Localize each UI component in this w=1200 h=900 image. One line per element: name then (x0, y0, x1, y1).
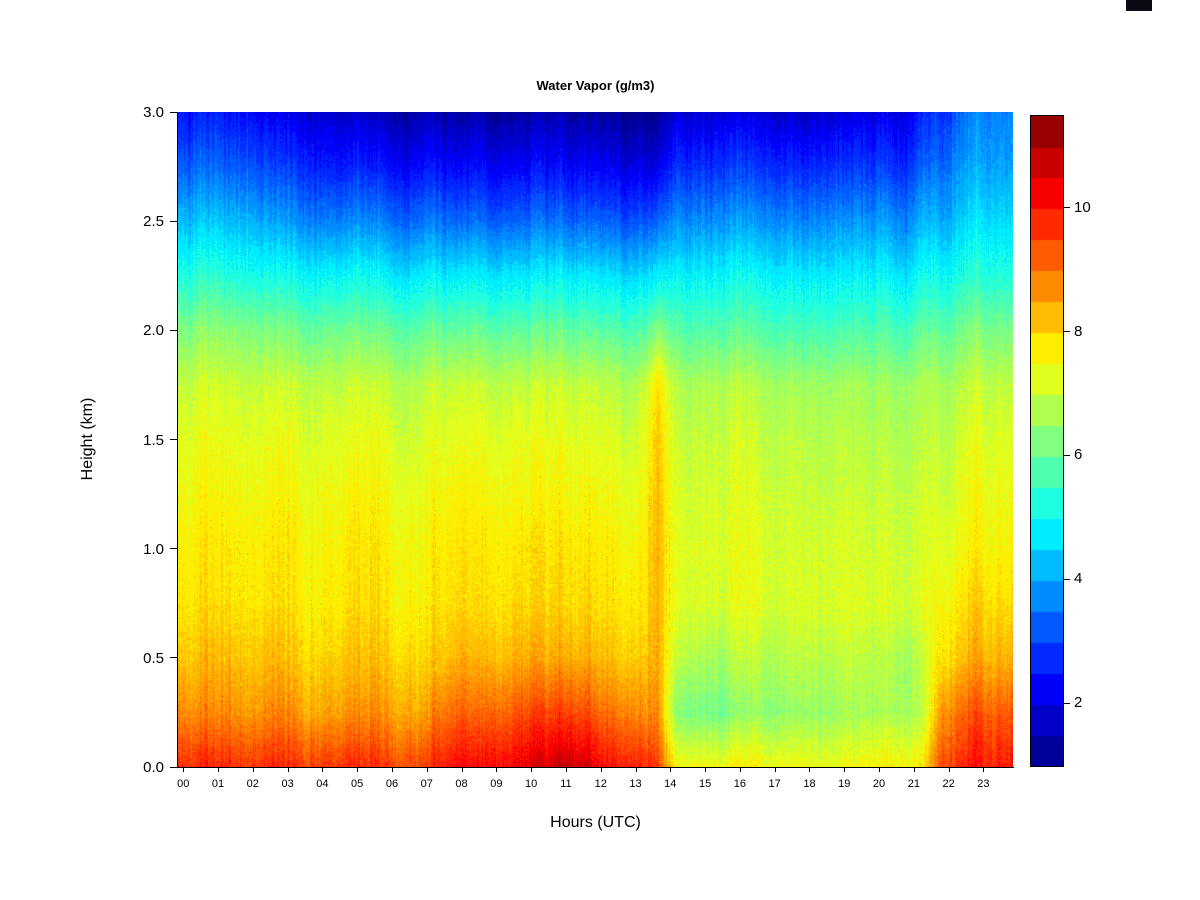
x-tick-label: 22 (942, 778, 955, 790)
colorbar-tick-mark (1064, 702, 1070, 704)
colorbar-tick-mark (1064, 207, 1070, 209)
x-tick-label: 19 (838, 778, 851, 790)
y-tick-label: 1.0 (143, 540, 164, 558)
chart-title: Water Vapor (g/m3) (536, 78, 655, 93)
x-tick-mark (391, 768, 393, 772)
x-tick-mark (739, 768, 741, 772)
x-tick-mark (496, 768, 498, 772)
y-tick-mark (170, 766, 177, 768)
x-tick-label: 20 (872, 778, 886, 790)
y-tick-mark (170, 111, 177, 113)
y-tick-label: 0.0 (143, 759, 164, 776)
x-tick-label: 11 (560, 778, 572, 790)
y-tick-label: 0.5 (143, 649, 164, 667)
colorbar-canvas (1030, 115, 1064, 767)
y-axis-label: Height (km) (79, 397, 96, 481)
x-tick-mark (287, 768, 289, 772)
x-tick-mark (565, 768, 567, 772)
y-tick-label: 3.0 (143, 104, 164, 121)
x-tick-label: 00 (177, 778, 190, 790)
x-tick-label: 07 (420, 778, 433, 790)
x-tick-label: 10 (525, 778, 538, 790)
x-tick-label: 02 (246, 778, 259, 790)
x-tick-label: 12 (594, 778, 607, 790)
x-tick-label: 09 (490, 778, 503, 790)
heatmap-canvas (178, 112, 1013, 767)
x-tick-label: 05 (351, 778, 364, 790)
x-tick-mark (913, 768, 915, 772)
x-tick-label: 21 (907, 778, 920, 790)
x-tick-label: 06 (385, 778, 399, 790)
x-tick-mark (844, 768, 846, 772)
y-tick-mark (170, 329, 177, 331)
x-tick-label: 15 (698, 778, 712, 790)
x-tick-label: 01 (211, 778, 225, 790)
x-tick-mark (252, 768, 254, 772)
colorbar-tick-mark (1064, 454, 1070, 456)
y-tick-label: 2.0 (143, 322, 164, 340)
x-tick-label: 04 (316, 778, 329, 790)
colorbar-tick-label: 2 (1074, 694, 1083, 712)
colorbar-tick-label: 6 (1074, 446, 1083, 464)
x-tick-label: 23 (977, 778, 990, 790)
y-tick-label: 2.5 (143, 213, 164, 231)
y-tick-mark (170, 548, 177, 550)
x-tick-mark (879, 768, 881, 772)
x-tick-mark (322, 768, 324, 772)
x-tick-mark (357, 768, 359, 772)
x-tick-label: 14 (664, 778, 677, 790)
x-tick-mark (600, 768, 602, 772)
y-tick-mark (170, 220, 177, 222)
x-tick-label: 16 (733, 778, 746, 790)
x-tick-mark (774, 768, 776, 772)
x-tick-label: 18 (803, 778, 816, 790)
x-tick-mark (948, 768, 950, 772)
colorbar-tick-mark (1064, 331, 1070, 333)
x-tick-mark (426, 768, 428, 772)
x-tick-label: 13 (629, 778, 642, 790)
x-tick-mark (809, 768, 811, 772)
colorbar-tick-mark (1064, 578, 1070, 580)
x-tick-label: 17 (768, 778, 781, 790)
x-axis-label: Hours (UTC) (550, 814, 641, 831)
y-tick-mark (170, 439, 177, 440)
x-tick-mark (531, 768, 533, 772)
colorbar-tick-label: 8 (1074, 322, 1083, 340)
x-axis-line (178, 767, 1014, 768)
x-tick-mark (705, 768, 707, 772)
x-tick-label: 08 (455, 778, 468, 790)
y-tick-mark (170, 657, 177, 659)
x-tick-mark (183, 768, 185, 772)
x-tick-mark (983, 768, 985, 772)
colorbar-tick-label: 4 (1074, 570, 1083, 588)
x-tick-mark (461, 768, 463, 772)
x-tick-label: 03 (281, 778, 294, 790)
x-tick-mark (670, 768, 672, 772)
y-axis-line (177, 112, 178, 768)
x-tick-mark (635, 768, 637, 772)
x-tick-mark (218, 768, 219, 772)
colorbar-tick-label: 10 (1074, 198, 1091, 216)
corner-artifact (1126, 0, 1152, 11)
y-tick-label: 1.5 (143, 431, 164, 449)
